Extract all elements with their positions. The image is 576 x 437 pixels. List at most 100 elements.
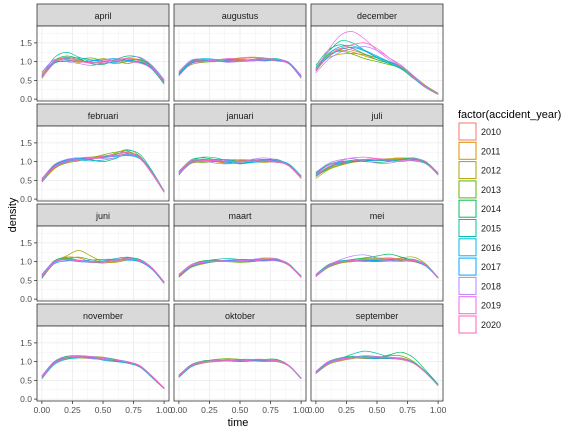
y-axis-title: density <box>7 197 19 232</box>
density-curve <box>41 258 165 283</box>
legend-key <box>458 141 477 160</box>
facet-panels: april 0.0 0.5 1.0 1.5 augustus december februar… <box>20 3 447 415</box>
legend-item: 2011 <box>458 141 500 160</box>
legend-key <box>458 296 477 315</box>
y-tick-label: 1.5 <box>20 238 32 248</box>
x-tick-label: 0.25 <box>338 405 355 415</box>
facet-panel: februari 0.0 0.5 1.0 1.5 <box>20 103 170 204</box>
density-curve <box>315 45 439 95</box>
panel-border <box>36 125 170 202</box>
legend-label: 2014 <box>481 204 501 214</box>
facet-strip-label: april <box>94 11 111 21</box>
facet-panel: juni 0.0 0.5 1.0 1.5 <box>20 203 170 304</box>
x-tick-label: 0.50 <box>95 405 112 415</box>
density-curve <box>41 57 165 82</box>
facet-panel: september 0.00 0.25 0.50 0.75 1.00 <box>308 303 447 415</box>
facet-panel: april 0.0 0.5 1.0 1.5 <box>20 3 170 104</box>
y-tick-label: 1.5 <box>20 338 32 348</box>
density-curve <box>315 351 439 385</box>
density-curve <box>41 58 165 83</box>
density-curve <box>178 58 302 77</box>
panel-border <box>310 25 444 102</box>
density-curve <box>315 158 439 174</box>
x-tick-label: 0.50 <box>369 405 386 415</box>
facet-panel: december <box>310 3 444 102</box>
legend-item: 2018 <box>458 276 501 295</box>
x-tick-label: 0.00 <box>308 405 325 415</box>
facet-strip-label: mei <box>370 211 385 221</box>
density-curve <box>315 356 439 386</box>
x-tick-label: 0.25 <box>201 405 218 415</box>
x-tick-label: 0.50 <box>232 405 249 415</box>
facet-panel: november 0.0 0.5 1.0 1.5 0.00 0.25 0.50 0.75 1.00 <box>20 303 173 415</box>
x-tick-label: 0.00 <box>34 405 51 415</box>
legend-key <box>458 315 477 334</box>
density-curve <box>41 356 165 389</box>
density-curve <box>41 258 165 284</box>
legend: factor(accident_year) 2010 2011 2012 2013 20… <box>458 109 561 334</box>
density-curve <box>315 40 439 95</box>
legend-label: 2019 <box>481 301 501 311</box>
facet-panel: oktober 0.00 0.25 0.50 0.75 1.00 <box>171 303 310 415</box>
density-curve <box>41 356 165 389</box>
facet-panel: mei <box>310 203 444 302</box>
legend-label: 2020 <box>481 320 501 330</box>
density-curve <box>41 56 165 81</box>
density-curve <box>178 156 302 177</box>
density-curve <box>178 259 302 278</box>
y-tick-label: 1.0 <box>20 157 32 167</box>
y-tick-label: 1.0 <box>20 257 32 267</box>
facet-strip-label: augustus <box>222 11 259 21</box>
facet-strip-label: november <box>83 311 123 321</box>
facet-panel: maart <box>173 203 307 302</box>
density-curve <box>178 359 302 379</box>
density-curve <box>178 358 302 379</box>
density-curve <box>315 158 439 177</box>
x-tick-label: 0.75 <box>262 405 279 415</box>
y-tick-label: 0.0 <box>20 194 32 204</box>
legend-item: 2015 <box>458 219 501 237</box>
density-curve <box>178 258 302 277</box>
legend-key <box>458 161 477 180</box>
legend-label: 2010 <box>481 127 501 137</box>
facet-strip-label: februari <box>88 111 119 121</box>
y-tick-label: 0.5 <box>20 375 32 385</box>
legend-label: 2013 <box>481 185 501 195</box>
y-tick-label: 0.5 <box>20 75 32 85</box>
legend-item: 2017 <box>458 257 501 276</box>
legend-item: 2012 <box>458 161 501 180</box>
panel-border <box>173 25 307 102</box>
legend-label: 2011 <box>481 146 500 156</box>
legend-label: 2017 <box>481 262 501 272</box>
legend-item: 2014 <box>458 199 501 218</box>
panel-border <box>36 225 170 302</box>
density-curve <box>178 58 302 79</box>
x-axis-title: time <box>228 417 249 429</box>
panel-border <box>173 125 307 202</box>
y-tick-label: 1.5 <box>20 38 32 48</box>
facet-strip-label: september <box>356 311 399 321</box>
legend-key <box>458 257 477 276</box>
density-curve <box>41 152 165 193</box>
facet-strip-label: januari <box>225 111 253 121</box>
facet-panel: januari <box>173 103 307 202</box>
panel-border <box>36 25 170 102</box>
legend-item: 2016 <box>458 238 501 257</box>
x-tick-label: 1.00 <box>156 405 173 415</box>
legend-key <box>458 238 477 257</box>
y-tick-label: 0.5 <box>20 275 32 285</box>
legend-key <box>458 219 477 237</box>
legend-item: 2019 <box>458 296 501 315</box>
density-curve <box>315 258 439 278</box>
legend-key <box>458 276 477 295</box>
density-curve <box>178 58 302 77</box>
panel-border <box>173 225 307 302</box>
density-curve <box>41 152 165 192</box>
y-tick-label: 0.5 <box>20 175 32 185</box>
x-tick-label: 0.75 <box>399 405 416 415</box>
y-tick-label: 1.0 <box>20 57 32 67</box>
facet-strip-label: juli <box>370 111 382 121</box>
axes: time density <box>7 197 248 429</box>
